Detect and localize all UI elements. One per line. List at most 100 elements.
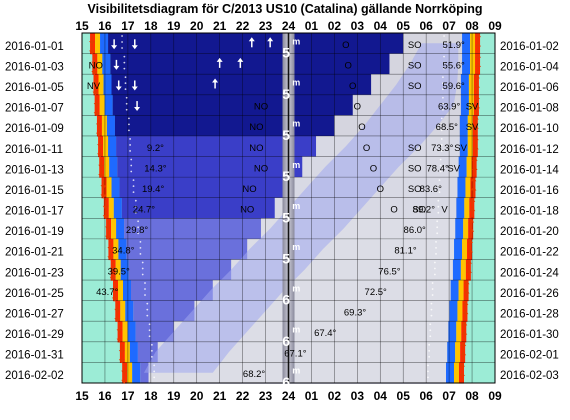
sun-arrow-head xyxy=(472,136,479,141)
x-tick-label-top: 19 xyxy=(167,19,181,33)
twilight-morning-yellow xyxy=(466,156,472,178)
sun-arrow-head xyxy=(98,173,105,178)
sun-arrow xyxy=(467,248,474,259)
star-dot xyxy=(134,199,137,202)
date-label-right: 2016-01-06 xyxy=(500,82,559,94)
star-dot xyxy=(137,232,140,235)
date-label-right: 2016-01-22 xyxy=(500,247,559,259)
sun-arrow-head xyxy=(98,164,105,169)
x-tick-label-top: 04 xyxy=(374,19,388,33)
star-dot xyxy=(146,302,149,305)
sun-arrow xyxy=(92,85,99,96)
sun-arrow xyxy=(458,371,465,382)
twilight-evening-blue xyxy=(102,53,111,75)
star-dot xyxy=(130,164,133,167)
sun-arrow-head xyxy=(461,321,468,326)
altitude-label: 59.6° xyxy=(443,81,465,92)
direction-label: O xyxy=(358,122,365,133)
sun-arrow xyxy=(472,115,479,126)
star-dot xyxy=(153,370,156,373)
twilight-morning-blue xyxy=(459,115,468,137)
x-tick-label-top: 05 xyxy=(397,19,411,33)
sun-arrow-head xyxy=(112,297,119,302)
altitude-label: 72.5° xyxy=(365,287,387,298)
sun-arrow-head xyxy=(91,61,98,66)
sun-arrow xyxy=(105,220,112,231)
date-label-right: 2016-02-01 xyxy=(500,350,559,362)
twilight-morning-yellow xyxy=(467,115,473,137)
altitude-label: 14.3° xyxy=(144,163,166,174)
star-dot xyxy=(121,41,123,43)
star-dot xyxy=(144,288,146,290)
sun-arrow-head xyxy=(102,205,109,210)
star-dot xyxy=(436,232,439,235)
star-dot xyxy=(439,164,442,167)
twilight-evening-yellow xyxy=(97,53,103,75)
moon-phase-label: 5 xyxy=(282,250,290,266)
star-dot xyxy=(132,179,135,182)
sun-arrow xyxy=(89,44,96,55)
star-dot xyxy=(442,76,444,79)
direction-label: NO xyxy=(249,143,263,154)
moon-marker: m xyxy=(292,201,300,211)
twilight-evening-yellow xyxy=(108,197,114,219)
direction-label: SO xyxy=(408,143,422,154)
sun-arrow-head xyxy=(89,41,96,46)
sun-arrow xyxy=(98,167,105,178)
sun-arrow xyxy=(475,33,482,44)
sun-arrow xyxy=(92,76,99,87)
x-tick-label-bottom: 07 xyxy=(442,389,456,403)
sun-arrow xyxy=(93,96,100,107)
star-dot xyxy=(433,273,436,276)
star-dot xyxy=(134,205,137,208)
comet-arrow-head xyxy=(134,107,141,112)
sun-arrow-head xyxy=(465,259,472,264)
sun-arrow xyxy=(107,250,114,261)
twilight-morning-blue xyxy=(454,238,463,261)
twilight-evening-yellow xyxy=(98,74,104,96)
sun-arrow-head xyxy=(465,268,472,273)
star-dot xyxy=(134,211,137,214)
star-dot xyxy=(427,376,429,379)
altitude-label: 81.1° xyxy=(394,246,416,257)
moon-marker: m xyxy=(292,78,300,88)
altitude-label: 69.3° xyxy=(344,307,366,318)
star-dot xyxy=(438,179,441,182)
sun-arrow-head xyxy=(461,330,468,335)
date-label-left: 2016-01-17 xyxy=(5,206,64,218)
date-label-left: 2016-01-19 xyxy=(5,226,64,238)
twilight-evening-yellow xyxy=(113,238,119,261)
sun-arrow-head xyxy=(118,350,125,354)
date-label-left: 2016-02-02 xyxy=(5,370,64,382)
star-dot xyxy=(442,82,444,85)
star-dot xyxy=(427,364,429,367)
twilight-morning-yellow xyxy=(470,53,476,75)
sun-arrow xyxy=(463,280,470,291)
star-dot xyxy=(121,35,123,37)
date-label-right: 2016-01-20 xyxy=(500,226,559,238)
direction-label: SO xyxy=(408,81,422,92)
star-dot xyxy=(443,61,445,64)
moon-phase-label: 5 xyxy=(282,209,290,225)
sun-arrow xyxy=(462,300,469,311)
twilight-morning-yellow xyxy=(468,74,474,96)
sun-arrow-head xyxy=(475,33,482,38)
sun-arrow xyxy=(116,323,123,334)
twilight-evening-blue xyxy=(125,300,134,322)
star-dot xyxy=(436,226,439,229)
twilight-morning-yellow xyxy=(460,259,466,281)
x-tick-label-top: 15 xyxy=(75,19,89,33)
star-dot xyxy=(150,349,153,352)
direction-label: O xyxy=(390,205,397,216)
altitude-label: 63.9° xyxy=(438,102,460,113)
twilight-evening-yellow xyxy=(115,259,121,281)
twilight-morning-blue xyxy=(448,321,457,343)
x-tick-label-top: 22 xyxy=(236,19,250,33)
star-dot xyxy=(443,47,445,49)
sun-arrow-head xyxy=(114,318,121,323)
sun-arrow-head xyxy=(463,280,470,285)
comet-arrow-head xyxy=(131,86,138,91)
sun-arrow-head xyxy=(100,185,107,190)
direction-label: SO xyxy=(412,205,426,216)
twilight-evening-yellow xyxy=(95,33,101,55)
